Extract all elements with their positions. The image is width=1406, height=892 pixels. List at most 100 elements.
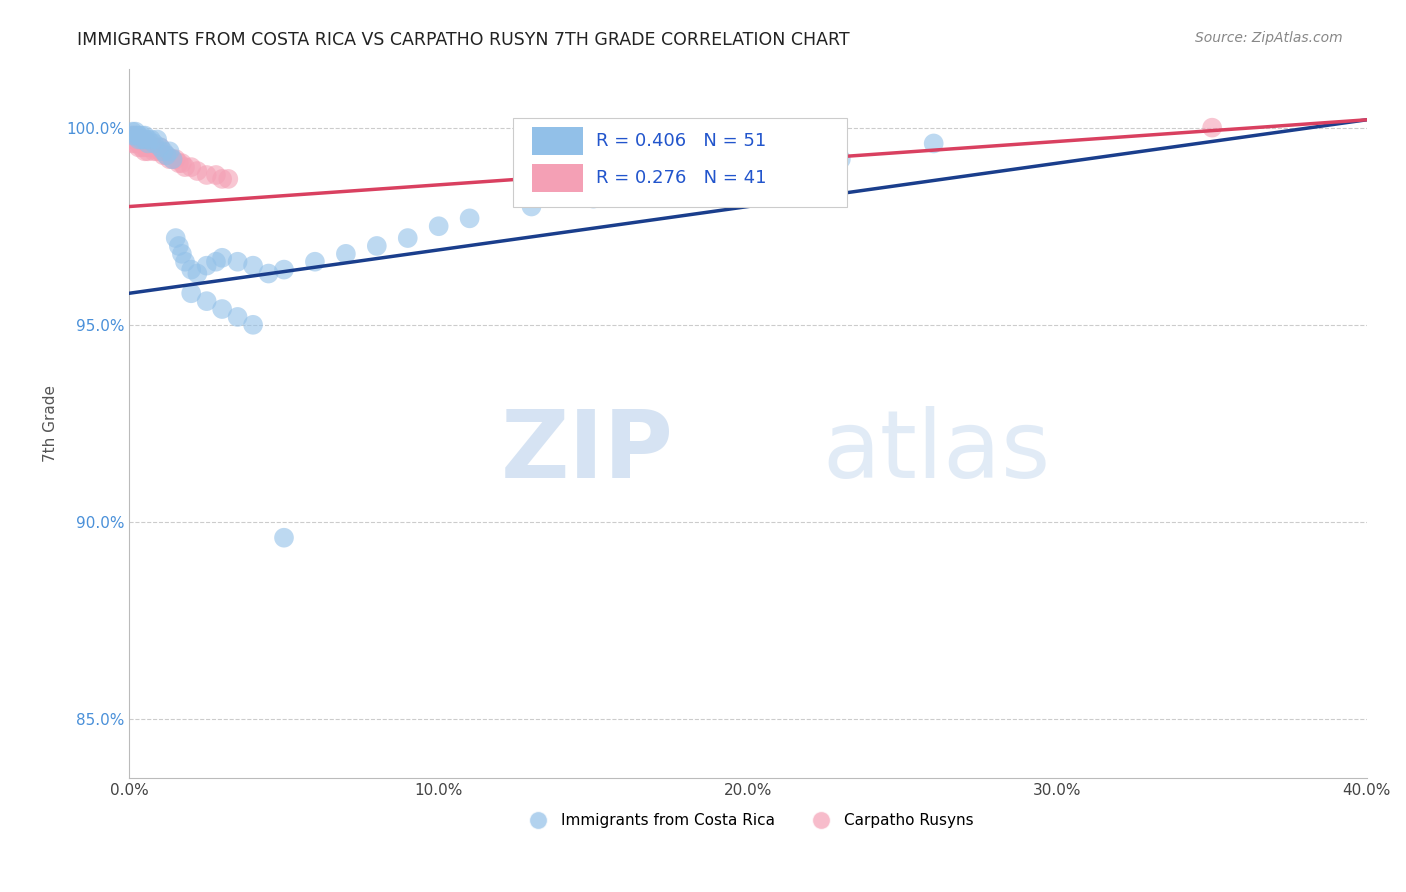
Point <box>143 136 166 151</box>
Point <box>128 132 150 146</box>
Point <box>131 140 153 154</box>
Point <box>149 140 172 154</box>
Point <box>180 160 202 174</box>
Point <box>136 145 159 159</box>
Point <box>242 318 264 332</box>
Point <box>143 140 166 154</box>
Point <box>159 145 181 159</box>
Point <box>121 128 143 143</box>
FancyBboxPatch shape <box>531 127 583 155</box>
Point <box>737 168 759 182</box>
Point <box>128 132 150 146</box>
Point <box>644 179 666 194</box>
Point <box>195 259 218 273</box>
Point <box>273 262 295 277</box>
Point <box>121 128 143 143</box>
Point <box>520 200 543 214</box>
Point <box>226 254 249 268</box>
Point <box>128 128 150 143</box>
Point <box>146 132 169 146</box>
Point <box>134 132 156 146</box>
Point <box>149 145 172 159</box>
Point <box>186 164 208 178</box>
Point <box>195 294 218 309</box>
Point <box>304 254 326 268</box>
Point <box>131 128 153 143</box>
Point <box>124 132 146 146</box>
Point <box>139 132 162 146</box>
Point <box>139 140 162 154</box>
Point <box>136 136 159 151</box>
Point <box>226 310 249 324</box>
Point <box>139 136 162 151</box>
Point <box>211 301 233 316</box>
Point <box>136 136 159 151</box>
Point <box>131 136 153 151</box>
Point <box>830 152 852 166</box>
Point <box>211 251 233 265</box>
Point <box>167 156 190 170</box>
Point <box>211 172 233 186</box>
Point <box>170 247 193 261</box>
Point <box>582 192 605 206</box>
Point <box>186 267 208 281</box>
FancyBboxPatch shape <box>531 163 583 192</box>
Point <box>124 128 146 143</box>
Point <box>165 231 187 245</box>
Point <box>217 172 239 186</box>
Point <box>121 125 143 139</box>
Point <box>152 148 174 162</box>
Point <box>366 239 388 253</box>
Point <box>273 531 295 545</box>
Point <box>174 160 197 174</box>
Point <box>121 136 143 151</box>
Point <box>134 140 156 154</box>
Point <box>131 132 153 146</box>
Point <box>134 145 156 159</box>
Point <box>205 254 228 268</box>
Point <box>128 136 150 151</box>
FancyBboxPatch shape <box>513 119 846 207</box>
Point <box>124 128 146 143</box>
Point <box>427 219 450 234</box>
Point <box>242 259 264 273</box>
Point <box>159 152 181 166</box>
Text: ZIP: ZIP <box>501 406 673 498</box>
Point <box>136 140 159 154</box>
Point <box>155 148 177 162</box>
Point <box>152 145 174 159</box>
Point <box>149 140 172 154</box>
Point <box>195 168 218 182</box>
Y-axis label: 7th Grade: 7th Grade <box>44 384 58 462</box>
Point <box>134 128 156 143</box>
Point <box>124 136 146 151</box>
Point <box>170 156 193 170</box>
Text: atlas: atlas <box>823 406 1050 498</box>
Point <box>155 148 177 162</box>
Point <box>257 267 280 281</box>
Point <box>128 140 150 154</box>
Point <box>167 239 190 253</box>
Point <box>180 262 202 277</box>
Point <box>205 168 228 182</box>
Text: Source: ZipAtlas.com: Source: ZipAtlas.com <box>1195 31 1343 45</box>
Legend: Immigrants from Costa Rica, Carpatho Rusyns: Immigrants from Costa Rica, Carpatho Rus… <box>516 807 980 834</box>
Point <box>396 231 419 245</box>
Point <box>134 136 156 151</box>
Point <box>335 247 357 261</box>
Point <box>136 132 159 146</box>
Point <box>143 145 166 159</box>
Point <box>124 125 146 139</box>
Point <box>131 132 153 146</box>
Text: R = 0.276   N = 41: R = 0.276 N = 41 <box>596 169 766 186</box>
Point <box>458 211 481 226</box>
Point <box>134 132 156 146</box>
Point <box>180 286 202 301</box>
Point <box>146 145 169 159</box>
Point <box>922 136 945 151</box>
Point <box>162 152 184 166</box>
Point <box>121 132 143 146</box>
Point <box>162 152 184 166</box>
Point <box>165 152 187 166</box>
Point <box>1201 120 1223 135</box>
